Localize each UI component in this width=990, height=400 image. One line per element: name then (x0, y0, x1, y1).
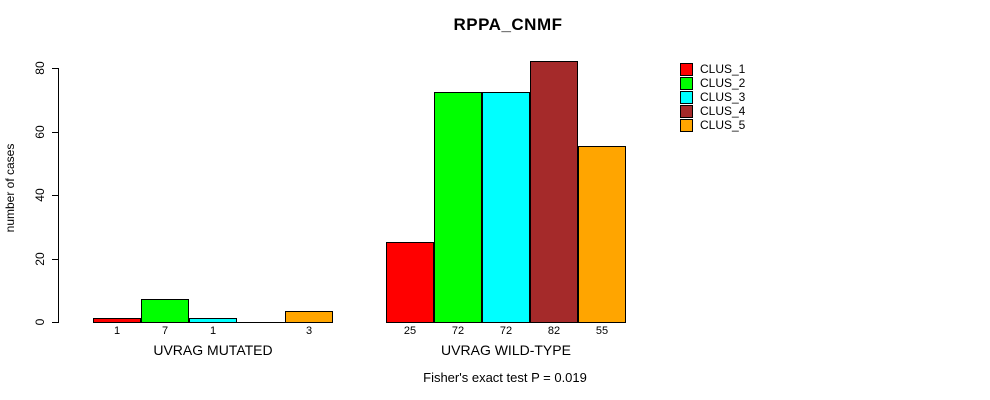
y-axis-tick-label: 40 (33, 188, 47, 202)
bar (482, 92, 530, 323)
legend-label: CLUS_2 (700, 76, 746, 90)
group-axis-label: UVRAG WILD-TYPE (441, 342, 571, 358)
y-axis-tick (52, 259, 59, 260)
bar (141, 299, 189, 323)
y-axis-tick (52, 68, 59, 69)
legend-swatch (680, 118, 693, 132)
legend: CLUS_1 CLUS_2 CLUS_3 CLUS_4 CLUS_5 (680, 62, 746, 133)
bar (530, 61, 578, 323)
legend-label: CLUS_5 (700, 118, 746, 132)
y-axis-tick-label: 80 (33, 61, 47, 75)
legend-swatch (680, 104, 693, 118)
bar-value-label: 7 (161, 325, 169, 337)
y-axis-tick (52, 195, 59, 196)
bar-value-label: 55 (595, 325, 609, 337)
bar (189, 318, 237, 323)
bar-value-label: 1 (113, 325, 121, 337)
bar-value-label: 82 (547, 325, 561, 337)
legend-item: CLUS_3 (680, 90, 746, 104)
y-axis-tick-label: 0 (33, 318, 47, 326)
chart-title: RPPA_CNMF (453, 15, 563, 34)
bar (93, 318, 141, 323)
legend-label: CLUS_4 (700, 104, 746, 118)
bar-value-label: 72 (451, 325, 465, 337)
bar-value-label: 25 (403, 325, 417, 337)
legend-label: CLUS_1 (700, 62, 746, 76)
legend-item: CLUS_2 (680, 76, 746, 90)
legend-swatch (680, 62, 693, 76)
y-axis-tick (52, 132, 59, 133)
y-axis-tick-label: 20 (33, 252, 47, 266)
legend-item: CLUS_5 (680, 118, 746, 132)
bar-value-label: 1 (209, 325, 217, 337)
bar-value-label: 72 (499, 325, 513, 337)
y-axis-label: number of cases (3, 143, 17, 233)
legend-item: CLUS_1 (680, 62, 746, 76)
bar (386, 242, 434, 323)
group-axis-label: UVRAG MUTATED (153, 342, 273, 358)
legend-swatch (680, 76, 693, 90)
legend-label: CLUS_3 (700, 90, 746, 104)
legend-swatch (680, 90, 693, 104)
bar (285, 311, 333, 323)
legend-item: CLUS_4 (680, 104, 746, 118)
bar-value-label: 3 (305, 325, 313, 337)
bar (578, 146, 626, 323)
y-axis-tick (52, 322, 59, 323)
y-axis-tick-label: 60 (33, 125, 47, 139)
footnote: Fisher's exact test P = 0.019 (423, 370, 587, 385)
bar (434, 92, 482, 323)
